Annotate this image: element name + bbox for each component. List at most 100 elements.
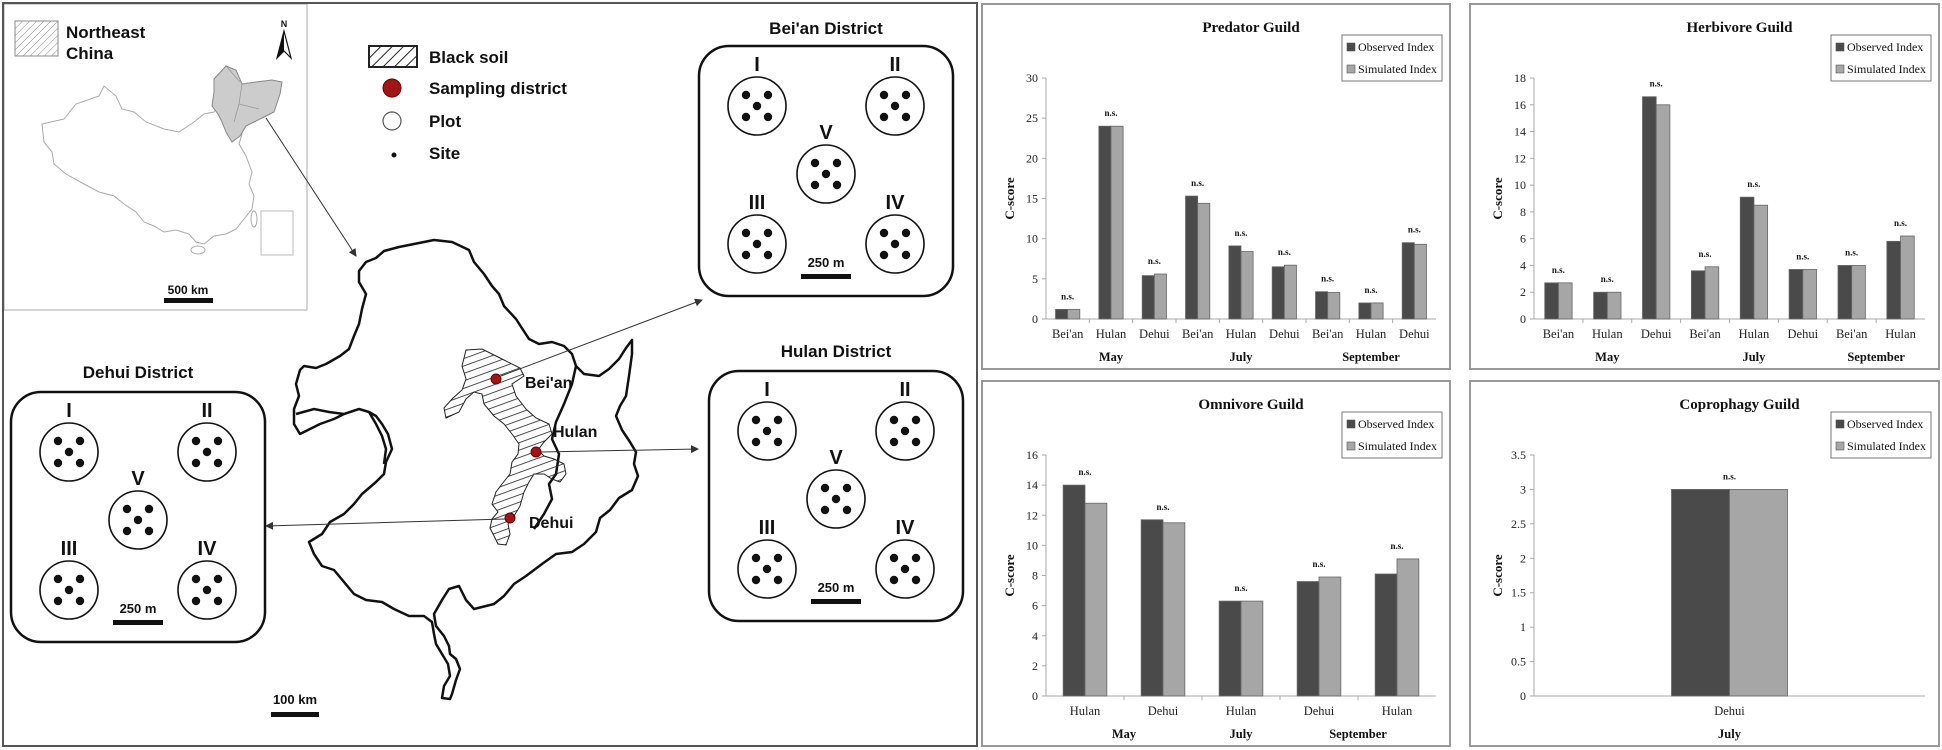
y-axis-label: C-score (1002, 554, 1017, 597)
black-soil-region (443, 348, 567, 546)
sampling-point-dehui (504, 512, 516, 524)
simulated-bar-3 (1704, 266, 1720, 320)
observed-bar-3 (1690, 270, 1706, 320)
legend-frame (1830, 34, 1932, 82)
sampling-district-legend-icon (382, 78, 402, 98)
significance-label: n.s. (1723, 471, 1736, 481)
significance-label: n.s. (1321, 274, 1334, 284)
observed-bar-5 (1271, 266, 1285, 320)
plot-label: V (819, 122, 833, 144)
china-outline (41, 85, 255, 245)
site-dot (821, 169, 831, 179)
site-dot (901, 228, 911, 238)
y-tick-label: 10 (1026, 538, 1038, 552)
chart-legend: Observed Index Simulated Index (1341, 411, 1443, 459)
y-tick-label: 30 (1026, 71, 1038, 85)
legend-black-soil-label: Black soil (429, 48, 508, 67)
y-tick-label: 2 (1520, 551, 1526, 565)
x-tick-label: Hulan (1885, 327, 1916, 341)
site-dot (763, 90, 773, 100)
simulated-bar-4 (1240, 251, 1254, 320)
site-dot (911, 415, 921, 425)
simulated-bar-2 (1655, 104, 1671, 320)
site-dot (75, 436, 85, 446)
simulated-bar-7 (1370, 302, 1384, 320)
dehui-arrow (265, 518, 506, 530)
site-dot (213, 574, 223, 584)
y-tick-label: 8 (1032, 569, 1038, 583)
x-tick-label: Hulan (1096, 327, 1127, 341)
plot-label: V (131, 468, 145, 490)
district-scale-label: 250 m (808, 255, 845, 270)
site-dot (133, 515, 143, 525)
y-tick-label: 0 (1032, 312, 1038, 326)
month-group-label: September (1329, 727, 1387, 741)
site-dot (842, 483, 852, 493)
legend-swatch-simulated (1346, 441, 1356, 451)
site-legend-icon (391, 152, 397, 158)
legend-label: Simulated Index (1847, 439, 1926, 453)
simulated-bar-4 (1396, 558, 1420, 697)
legend-label: Simulated Index (1847, 62, 1926, 76)
site-dot (889, 575, 899, 585)
site-dot (911, 437, 921, 447)
predator-chart-svg: Predator Guild Observed Index Simulated In… (1002, 20, 1443, 364)
y-tick-label: 12 (1514, 151, 1526, 165)
legend-label: Observed Index (1847, 417, 1923, 431)
site-dot (752, 239, 762, 249)
site-dot (911, 553, 921, 563)
simulated-bar-7 (1900, 235, 1915, 320)
y-tick-label: 20 (1026, 151, 1038, 165)
legend-swatch-observed (1835, 419, 1845, 429)
observed-bar-3 (1185, 195, 1199, 320)
month-group-label: May (1112, 727, 1137, 741)
site-dot (832, 180, 842, 190)
simulated-bar-1 (1606, 291, 1622, 320)
significance-label: n.s. (1747, 179, 1760, 189)
significance-label: n.s. (1148, 256, 1161, 266)
legend-label: Observed Index (1358, 40, 1434, 54)
simulated-bar-0 (1067, 308, 1081, 320)
y-tick-label: 25 (1026, 111, 1038, 125)
inset-to-region-arrow (265, 117, 357, 257)
significance-label: n.s. (1234, 583, 1247, 593)
district-title: Bei'an District (769, 19, 883, 38)
site-dot (762, 564, 772, 574)
y-tick-label: 1 (1520, 620, 1526, 634)
simulated-bar-3 (1318, 576, 1342, 697)
x-tick-label: Dehui (1788, 327, 1819, 341)
site-dot (900, 564, 910, 574)
y-axis-label: C-score (1490, 177, 1505, 220)
x-tick-label: Bei'an (1182, 327, 1214, 341)
x-tick-label: Hulan (1226, 327, 1257, 341)
beian-arrow (500, 298, 703, 377)
site-dot (144, 526, 154, 536)
site-dot (832, 158, 842, 168)
site-dot (64, 585, 74, 595)
x-tick-label: Bei'an (1836, 327, 1868, 341)
significance-label: n.s. (1234, 228, 1247, 238)
legend-plot-label: Plot (429, 112, 461, 131)
legend-label: Simulated Index (1358, 439, 1437, 453)
sampling-label-hulan: Hulan (553, 424, 597, 441)
north-label: N (281, 19, 288, 29)
site-dot (889, 553, 899, 563)
y-tick-label: 14 (1026, 478, 1038, 492)
simulated-bar-5 (1802, 269, 1817, 320)
inset-map: Northeast China N 500 km (3, 3, 308, 311)
significance-label: n.s. (1278, 247, 1291, 257)
x-tick-label: Bei'an (1052, 327, 1084, 341)
region-scale-bar (271, 712, 319, 717)
y-tick-label: 5 (1032, 272, 1038, 286)
observed-bar-1 (1140, 519, 1164, 697)
site-dot (751, 437, 761, 447)
site-dot (191, 574, 201, 584)
month-group-label: July (1230, 727, 1254, 741)
y-tick-label: 12 (1026, 508, 1038, 522)
district-title: Dehui District (83, 363, 194, 382)
plot-label: IV (896, 517, 916, 539)
simulated-bar-6 (1851, 265, 1866, 320)
inset-legend-label-2: China (66, 44, 114, 63)
site-dot (763, 250, 773, 260)
x-tick-label: Bei'an (1689, 327, 1721, 341)
